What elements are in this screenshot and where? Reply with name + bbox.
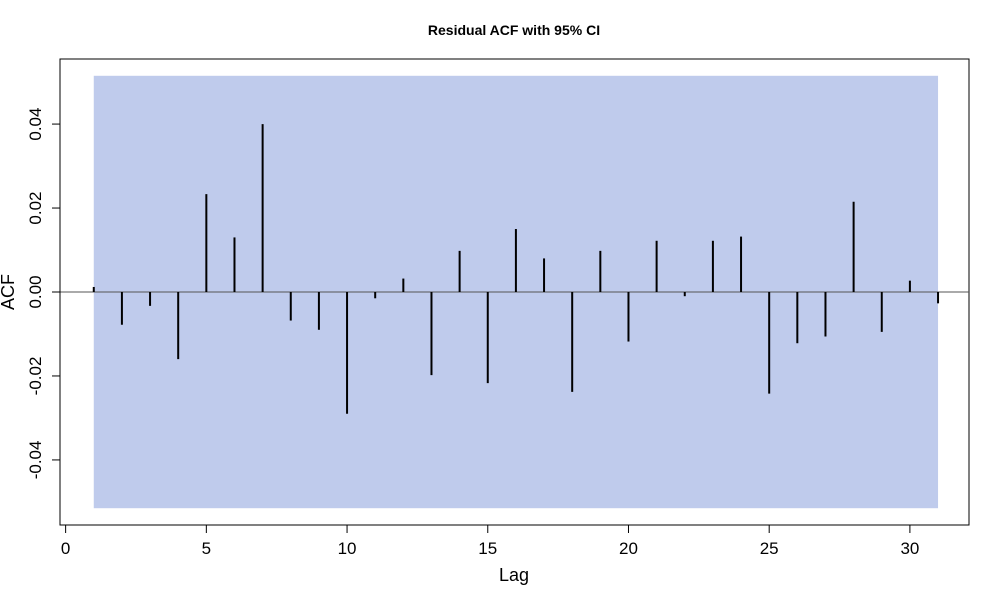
x-tick-label: 15 [478,539,497,558]
y-axis-label: ACF [0,274,18,310]
y-tick-label: 0.00 [26,275,45,308]
x-tick-label: 30 [900,539,919,558]
x-tick-label: 0 [61,539,70,558]
y-tick-label: -0.04 [26,441,45,480]
x-tick-label: 5 [202,539,211,558]
x-tick-label: 25 [760,539,779,558]
x-tick-label: 20 [619,539,638,558]
y-tick-label: 0.02 [26,191,45,224]
y-tick-label: 0.04 [26,108,45,141]
x-tick-label: 10 [338,539,357,558]
y-tick-label: -0.02 [26,357,45,396]
chart-title: Residual ACF with 95% CI [428,22,600,38]
x-axis-label: Lag [499,565,529,585]
